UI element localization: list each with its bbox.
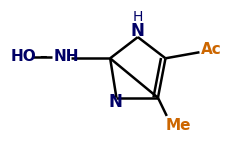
Text: N: N (130, 22, 144, 40)
Text: –: – (40, 49, 47, 64)
Text: HO: HO (11, 49, 36, 64)
Text: Me: Me (165, 118, 190, 133)
Text: NH: NH (53, 49, 79, 64)
Text: H: H (132, 10, 142, 24)
Text: Ac: Ac (200, 43, 220, 58)
Text: N: N (109, 93, 122, 111)
